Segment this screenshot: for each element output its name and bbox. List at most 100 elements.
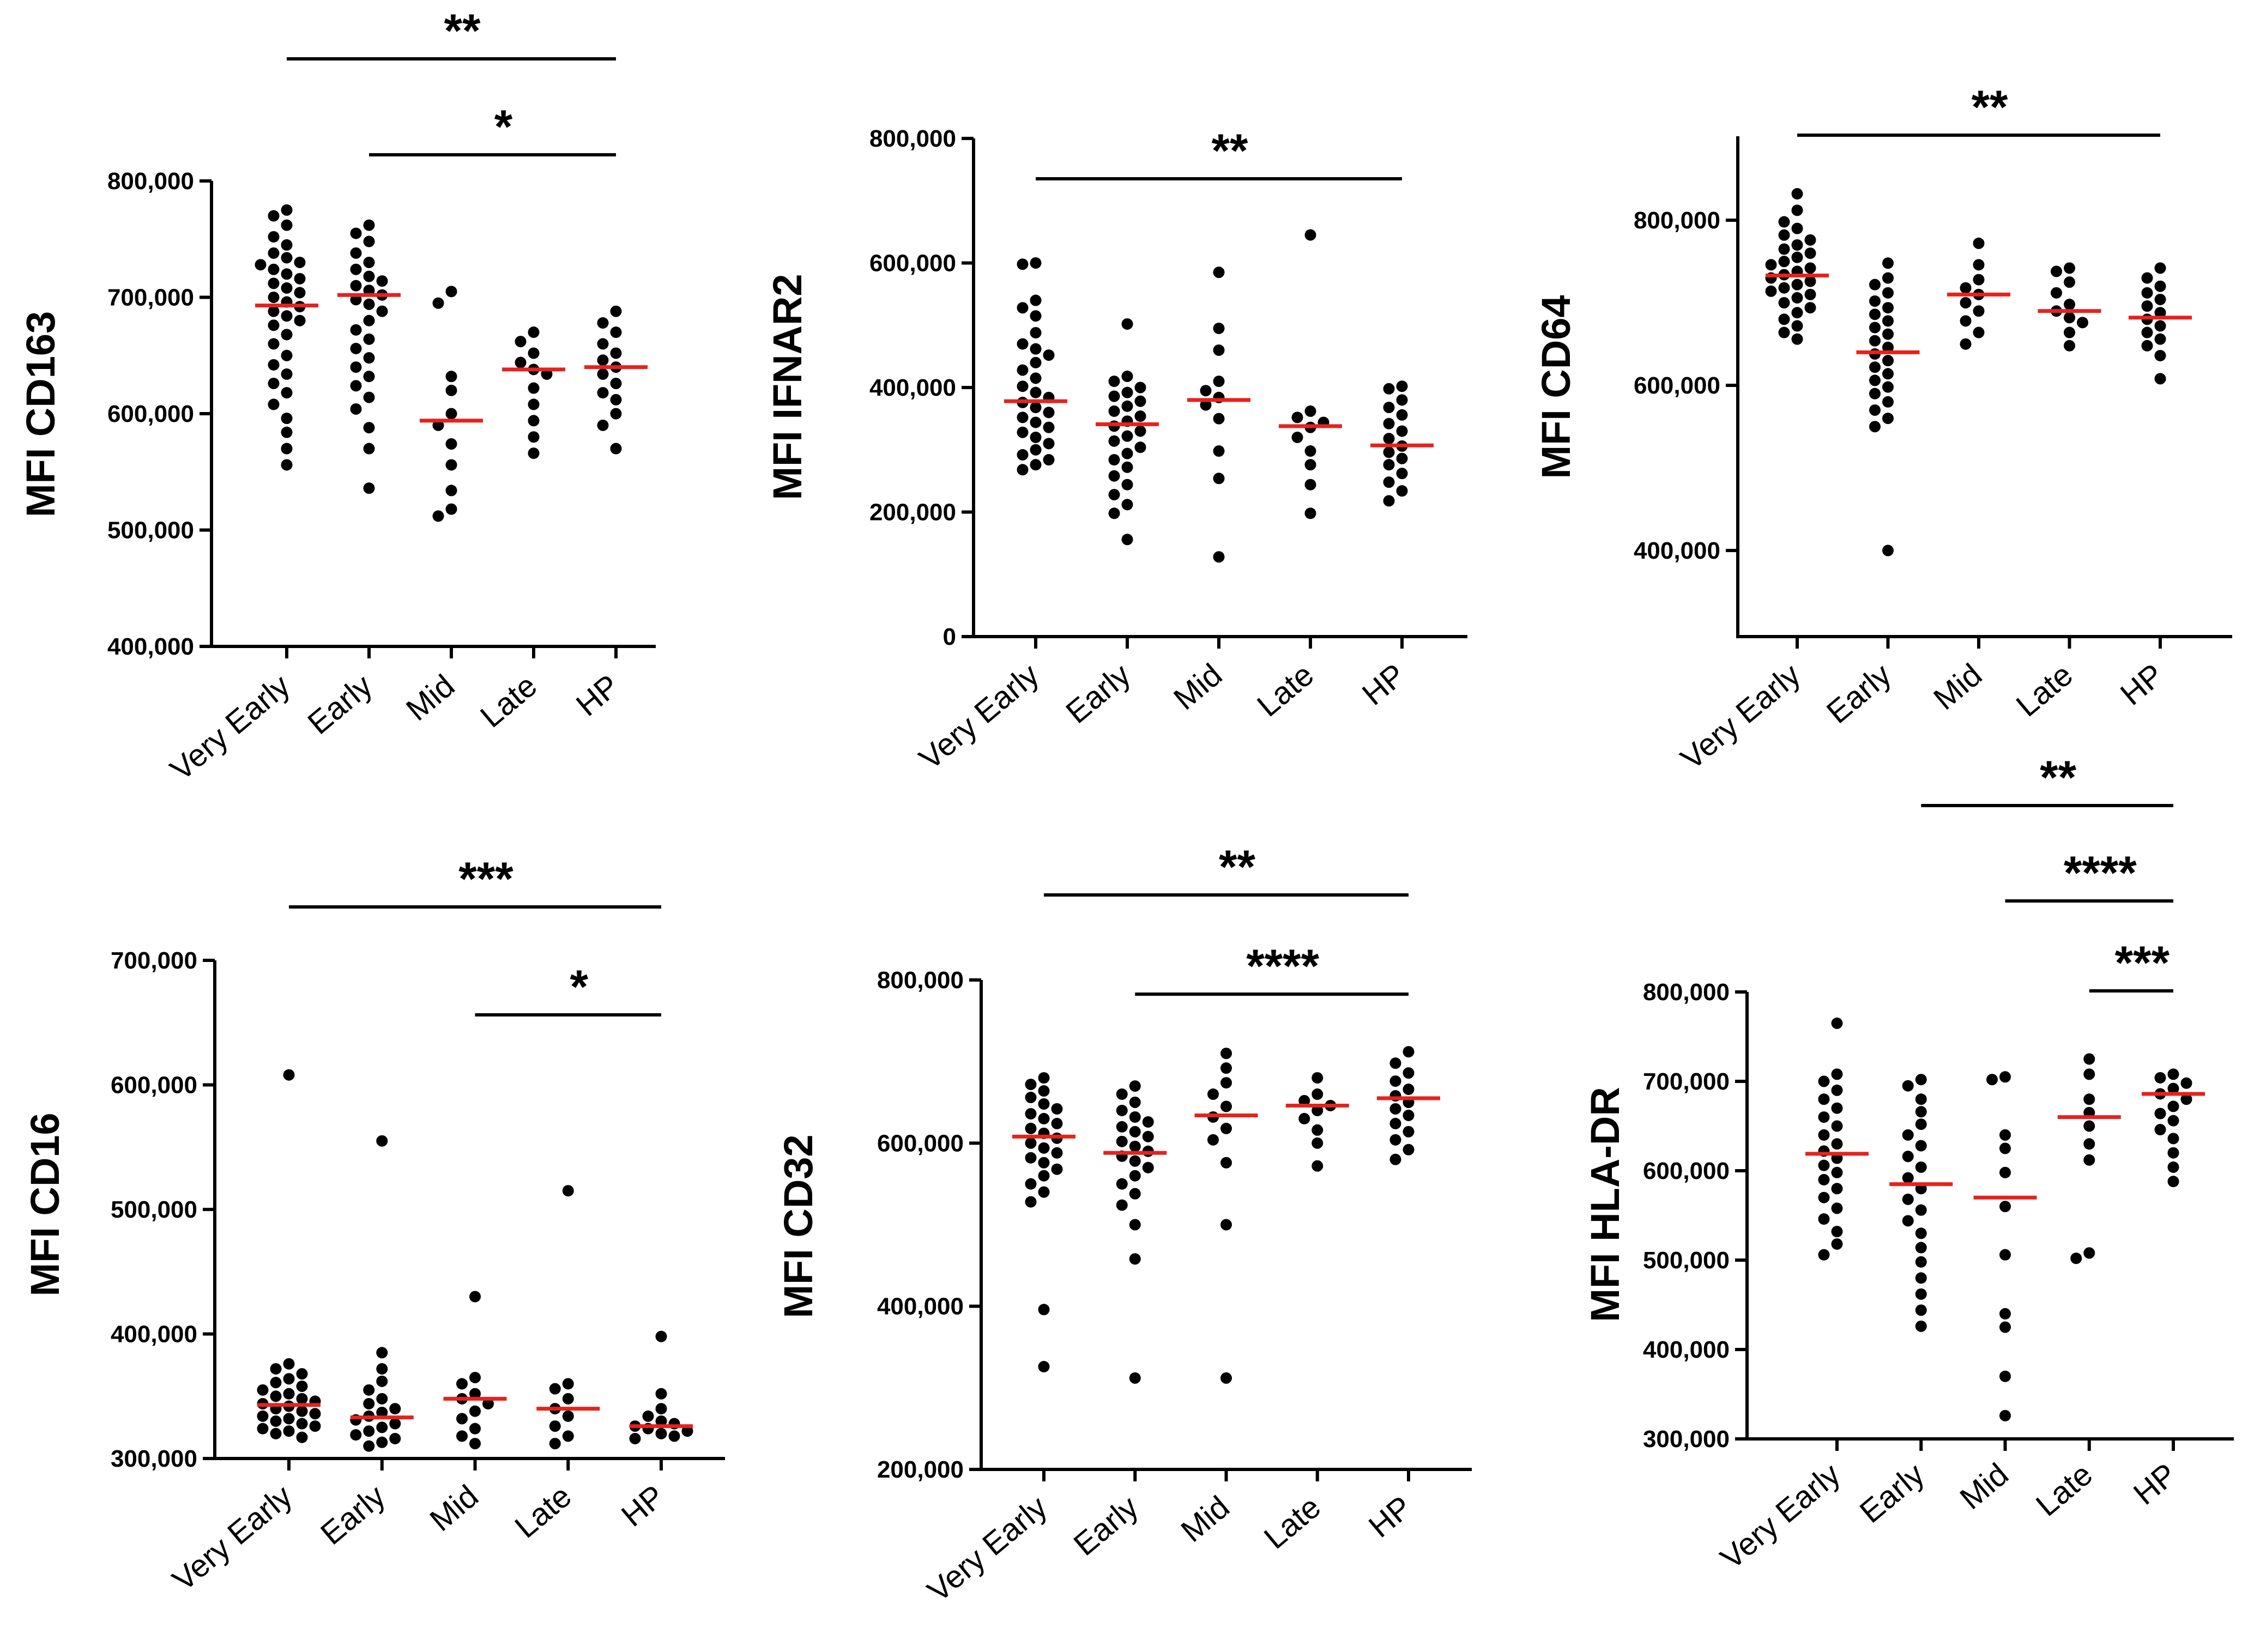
- panel-1-data-point: [610, 305, 622, 317]
- panel-1-data-point: [610, 326, 622, 338]
- panel-6-data-point: [1831, 1238, 1843, 1250]
- panel-4-y-tick-label: 600,000: [111, 1072, 197, 1099]
- panel-4-data-point: [350, 1429, 362, 1441]
- panel-1-data-point: [281, 413, 293, 425]
- panel-4-data-point: [296, 1418, 308, 1430]
- panel-4-data-point: [283, 1373, 295, 1385]
- panel-4-data-point: [296, 1393, 308, 1405]
- panel-1-data-point: [597, 368, 609, 380]
- panel-6-data-point: [1818, 1129, 1830, 1141]
- panel-3-data-point: [1791, 279, 1803, 291]
- panel-5-data-point: [1025, 1137, 1037, 1149]
- panel-3-data-point: [1778, 282, 1790, 294]
- panel-4-data-point: [363, 1397, 375, 1409]
- panel-2-data-point: [1213, 344, 1225, 356]
- panel-3-data-point: [1804, 247, 1816, 259]
- panel-4-data-point: [257, 1410, 269, 1422]
- panel-1-data-point: [281, 310, 293, 322]
- panel-6-data-point: [2167, 1161, 2179, 1173]
- panel-1-y-tick-label: 600,000: [107, 401, 194, 427]
- panel-3-y-tick-label: 800,000: [1634, 207, 1720, 234]
- panel-3-data-point: [2077, 317, 2088, 329]
- panel-5-data-point: [1207, 1134, 1219, 1146]
- panel-4-data-point: [270, 1390, 282, 1402]
- panel-1-data-point: [610, 443, 622, 455]
- panel-2-data-point: [1396, 485, 1408, 497]
- panel-3-data-point: [1778, 297, 1790, 308]
- panel-6-data-point: [2167, 1133, 2179, 1145]
- panel-5-data-point: [1312, 1137, 1324, 1149]
- panel-1-data-point: [363, 443, 375, 455]
- panel-4-y-tick-label: 500,000: [111, 1196, 197, 1223]
- panel-1-data-point: [528, 382, 540, 394]
- panel-3-data-point: [1791, 292, 1803, 304]
- panel-1-data-point: [363, 333, 375, 345]
- panel-2-data-point: [1121, 430, 1133, 442]
- panel-2-data-point: [1134, 395, 1146, 407]
- panel-4-data-point: [655, 1427, 667, 1439]
- panel-5-data-point: [1389, 1103, 1401, 1115]
- panel-3-data-point: [2064, 326, 2075, 338]
- panel-4-data-point: [296, 1368, 308, 1380]
- panel-3-data-point: [2141, 326, 2153, 338]
- panel-3-data-point: [1882, 355, 1894, 367]
- panel-6-data-point: [2167, 1082, 2179, 1094]
- panel-2-data-point: [1043, 421, 1055, 433]
- panel-5-data-point: [1312, 1160, 1324, 1172]
- panel-6-data-point: [2180, 1077, 2192, 1089]
- panel-1-data-point: [268, 231, 280, 243]
- panel-3-data-point: [1869, 322, 1881, 334]
- panel-3-data-point: [2141, 287, 2153, 299]
- panel-4-data-point: [283, 1413, 295, 1425]
- panel-4-data-point: [309, 1420, 321, 1432]
- panel-2-y-tick-label: 600,000: [869, 250, 956, 277]
- panel-2-data-point: [1121, 461, 1133, 473]
- panel-3-data-point: [1882, 381, 1894, 393]
- panel-2-data-point: [1304, 229, 1316, 241]
- panel-6-y-tick-label: 600,000: [1643, 1158, 1730, 1184]
- panel-1-y-tick-label: 800,000: [107, 168, 194, 195]
- panel-3-data-point: [1882, 272, 1894, 284]
- panel-2-data-point: [1396, 452, 1408, 464]
- panel-3-data-point: [2141, 272, 2153, 284]
- panel-1-data-point: [597, 387, 609, 399]
- panel-1-data-point: [445, 384, 457, 396]
- panel-6-data-point: [1831, 1166, 1843, 1178]
- panel-2-data-point: [1108, 405, 1120, 417]
- panel-3-data-point: [2141, 340, 2153, 352]
- panel-6-data-point: [2154, 1124, 2166, 1136]
- panel-3-data-point: [1791, 222, 1803, 234]
- panel-6-data-point: [2083, 1053, 2095, 1065]
- panel-1-data-point: [597, 419, 609, 431]
- panel-1-data-point: [281, 268, 293, 280]
- panel-3-data-point: [2064, 262, 2075, 274]
- panel-2-data-point: [1121, 370, 1133, 382]
- panel-2-data-point: [1030, 416, 1042, 428]
- panel-4-data-point: [629, 1432, 641, 1444]
- panel-5-data-point: [1129, 1125, 1141, 1137]
- panel-2-data-point: [1030, 356, 1042, 368]
- panel-2-data-point: [1396, 380, 1408, 392]
- panel-6-data-point: [2083, 1120, 2095, 1132]
- panel-6-data-point: [1831, 1202, 1843, 1214]
- panel-5-data-point: [1116, 1121, 1128, 1133]
- panel-5-data-point: [1038, 1157, 1050, 1169]
- panel-4-data-point: [283, 1358, 295, 1370]
- panel-2-data-point: [1017, 364, 1029, 376]
- panel-6-data-point: [1831, 1183, 1843, 1195]
- panel-5-data-point: [1403, 1143, 1415, 1155]
- panel-2-y-tick-label: 0: [943, 624, 956, 650]
- panel-2-data-point: [1304, 507, 1316, 519]
- panel-3-data-point: [1973, 274, 1985, 286]
- panel-6-data-point: [1915, 1106, 1927, 1118]
- panel-6-significance-stars: ***: [2115, 937, 2170, 989]
- panel-2-data-point: [1121, 318, 1133, 330]
- panel-4-data-point: [389, 1418, 401, 1430]
- panel-3-data-point: [1960, 297, 1972, 308]
- panel-4-data-point: [668, 1430, 680, 1442]
- panel-4-data-point: [257, 1423, 269, 1435]
- panel-4-data-point: [469, 1388, 481, 1400]
- panel-4-data-point: [376, 1406, 388, 1418]
- panel-2-data-point: [1030, 459, 1042, 471]
- panel-3-data-point: [1960, 315, 1972, 327]
